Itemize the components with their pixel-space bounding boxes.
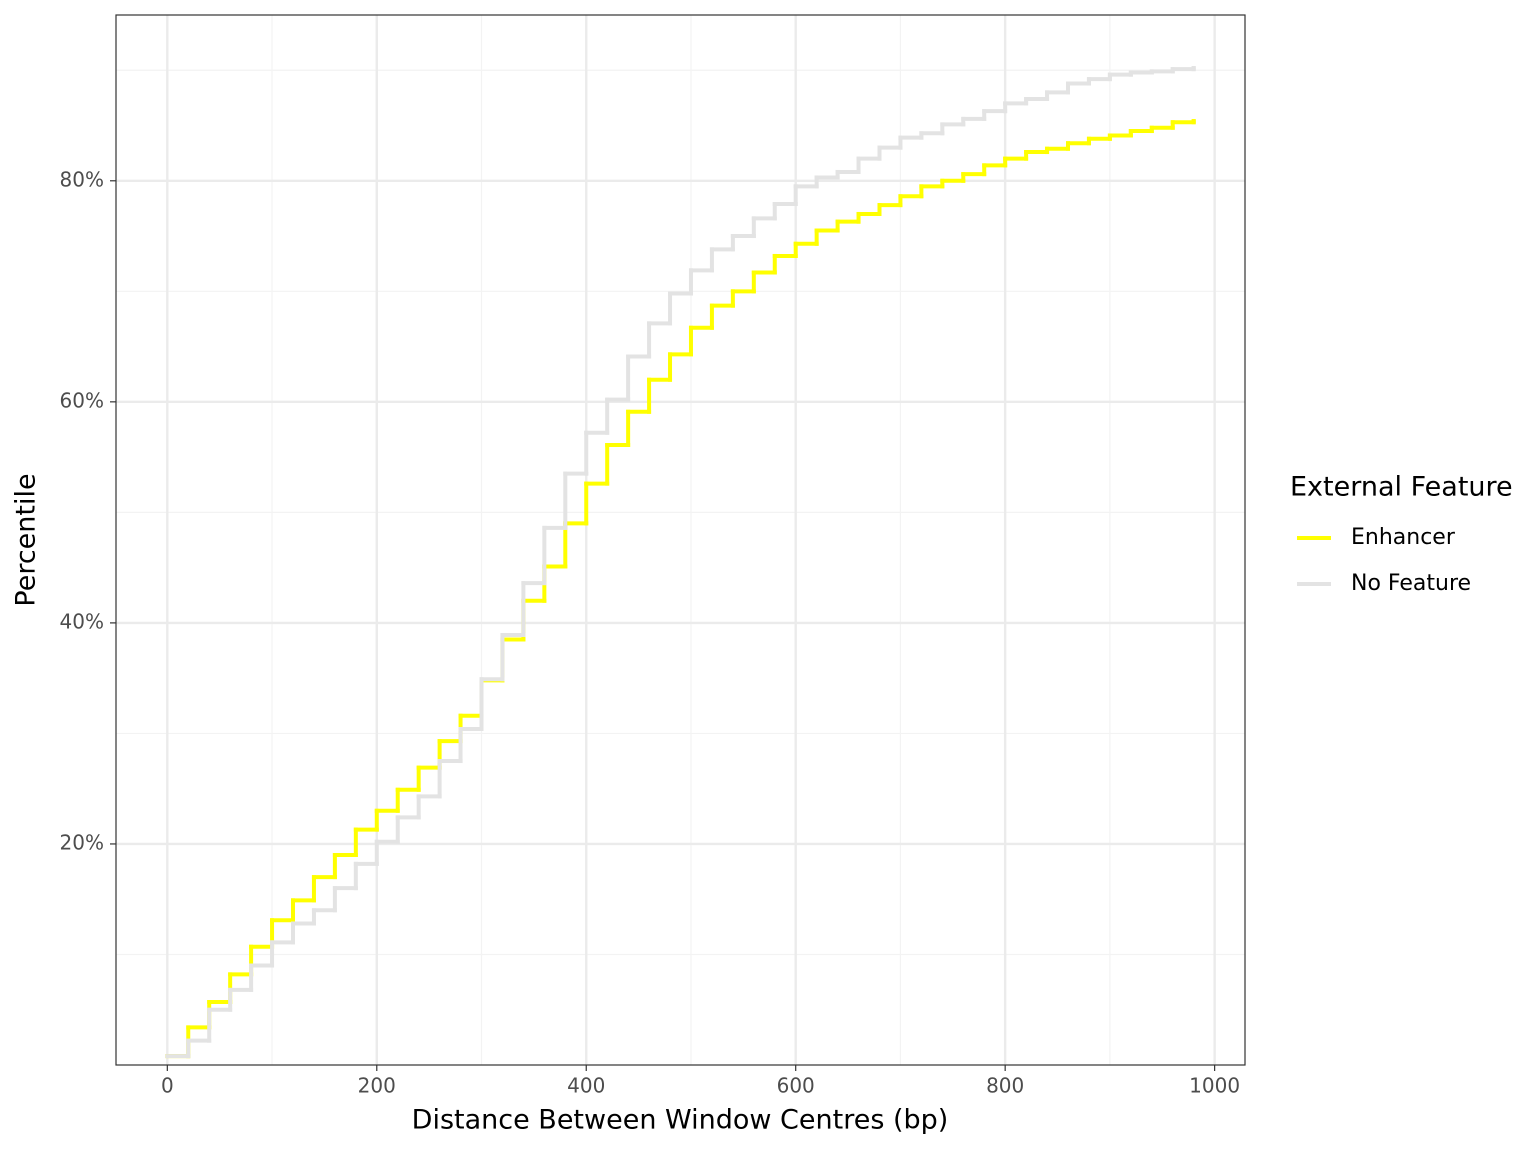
x-tick-label: 800 [986, 1074, 1024, 1098]
y-axis-title: Percentile [11, 473, 42, 606]
legend-label: Enhancer [1351, 525, 1456, 550]
legend-title: External Feature [1290, 472, 1513, 503]
x-tick-label: 600 [777, 1074, 815, 1098]
panel-border [115, 14, 1246, 1066]
x-tick-label: 200 [358, 1074, 396, 1098]
x-tick-label: 1000 [1189, 1074, 1240, 1098]
x-axis-title: Distance Between Window Centres (bp) [412, 1105, 949, 1136]
y-tick-label: 20% [60, 830, 104, 854]
y-tick-label: 80% [60, 167, 104, 191]
x-tick-label: 400 [567, 1074, 605, 1098]
y-tick-label: 60% [60, 388, 104, 412]
y-tick-label: 40% [60, 609, 104, 633]
x-tick-label: 0 [161, 1074, 174, 1098]
legend-label: No Feature [1351, 571, 1471, 596]
